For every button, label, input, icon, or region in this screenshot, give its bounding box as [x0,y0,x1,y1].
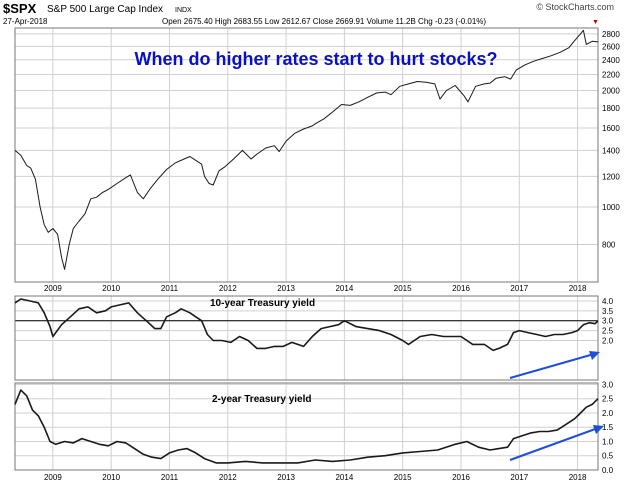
price-y-tick-label: 1800 [602,104,620,113]
ten-year-title: 10-year Treasury yield [210,298,315,309]
two-year-y-tick-label: 3.0 [602,380,614,389]
quote-down-arrow-icon: ▼ [592,19,599,26]
x-tick-label-2017: 2017 [510,284,528,293]
two-year-y-tick-label: 1.5 [602,423,614,432]
price-y-tick-label: 1600 [602,124,620,133]
x-tick-label-bottom-2010: 2010 [102,473,120,482]
ten-year-y-tick-label: 4.0 [602,297,614,306]
quote-date: 27-Apr-2018 [3,17,48,26]
chart-annotation: When do higher rates start to hurt stock… [134,49,497,69]
x-tick-label-2018: 2018 [569,284,587,293]
ten-year-trend-arrowhead [589,351,600,360]
x-tick-label-2011: 2011 [161,284,179,293]
symbol-label: $SPX [3,1,37,16]
two-year-series-line [14,389,599,464]
exchange-label: INDX [175,7,192,14]
two-year-y-tick-label: 0.0 [602,466,614,475]
price-y-tick-label: 1000 [602,203,620,212]
price-y-tick-label: 2800 [602,30,620,39]
ten-year-series-line [14,298,599,352]
x-tick-label-bottom-2014: 2014 [335,473,353,482]
watermark: © StockCharts.com [536,2,614,12]
ten-year-y-tick-label: 2.0 [602,336,614,345]
x-tick-label-bottom-2011: 2011 [161,473,179,482]
two-year-title: 2-year Treasury yield [212,394,312,405]
x-tick-label-bottom-2016: 2016 [452,473,470,482]
two-year-yield-panel: 0.0 0.5 1.0 1.5 2.0 2.5 3.0 [14,380,614,475]
ten-year-yield-panel: 2.02.53.03.54.0 [14,295,614,381]
x-tick-label-bottom-2015: 2015 [394,473,412,482]
x-axis: 2009 2009 2010 2010 2011 2011 2012 2012 2013 2013… [44,284,587,482]
two-year-trend-arrow [509,427,599,461]
price-y-tick-label: 2200 [602,70,620,79]
two-year-trend-arrowhead [593,425,604,434]
ten-year-trend-arrow [509,353,595,379]
price-y-tick-label: 800 [602,240,616,249]
price-y-tick-label: 2600 [602,42,620,51]
x-tick-label-2012: 2012 [219,284,237,293]
price-y-tick-label: 2400 [602,56,620,65]
x-tick-label-2014: 2014 [335,284,353,293]
price-panel: 800 1000 1200 1400 1600 1800 2000 2200 2400 2600 2… [14,27,620,283]
price-frame [14,27,599,283]
x-tick-label-2010: 2010 [102,284,120,293]
ten-year-frame [14,295,599,381]
two-year-y-tick-label: 2.0 [602,409,614,418]
two-year-y-tick-label: 0.5 [602,452,614,461]
x-tick-label-2013: 2013 [277,284,295,293]
x-tick-label-bottom-2017: 2017 [510,473,528,482]
x-tick-label-bottom-2018: 2018 [569,473,587,482]
x-tick-label-2009: 2009 [44,284,62,293]
quote-values: Open 2675.40 High 2683.55 Low 2612.67 Cl… [162,17,486,26]
two-year-y-tick-label: 2.5 [602,395,614,404]
x-tick-label-bottom-2012: 2012 [219,473,237,482]
ten-year-y-tick-label: 2.5 [602,327,614,336]
price-y-tick-label: 1400 [602,146,620,155]
x-tick-label-bottom-2013: 2013 [277,473,295,482]
index-name: S&P 500 Large Cap Index [47,4,163,15]
two-year-y-tick-label: 1.0 [602,437,614,446]
price-y-tick-label: 2000 [602,86,620,95]
ten-year-y-tick-label: 3.0 [602,317,614,326]
ten-year-y-tick-label: 3.5 [602,307,614,316]
x-tick-label-2016: 2016 [452,284,470,293]
x-tick-label-2015: 2015 [394,284,412,293]
price-y-tick-label: 1200 [602,172,620,181]
price-series-line [14,29,599,270]
x-tick-label-bottom-2009: 2009 [44,473,62,482]
